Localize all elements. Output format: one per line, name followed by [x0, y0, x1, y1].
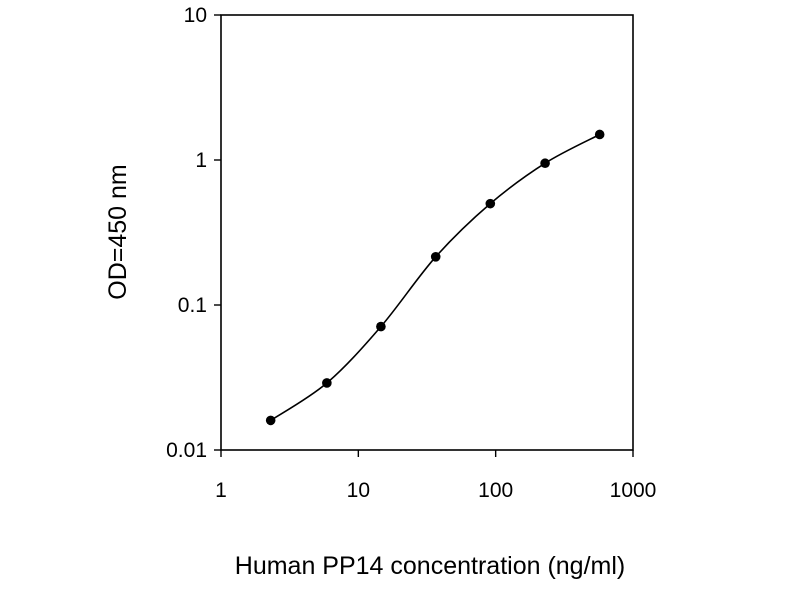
- x-axis-label: Human PP14 concentration (ng/ml): [235, 552, 625, 580]
- x-axis: 1 10 100 1000: [215, 450, 656, 502]
- series-line: [270, 133, 601, 422]
- plot-frame: [220, 14, 634, 451]
- data-point: [540, 158, 550, 169]
- data-point: [322, 378, 332, 388]
- y-tick-label: 10: [184, 4, 207, 27]
- series-points: [265, 129, 605, 426]
- x-tick-label: 1000: [610, 479, 657, 502]
- data-point: [265, 415, 276, 426]
- y-tick-label: 0.01: [166, 439, 207, 462]
- data-point: [430, 251, 441, 262]
- data-point: [594, 129, 605, 140]
- x-tick-label: 100: [478, 479, 513, 502]
- x-tick-label: 10: [347, 479, 370, 502]
- y-axis-label: OD=450 nm: [104, 164, 132, 300]
- x-tick-label: 1: [215, 479, 227, 502]
- data-point: [376, 321, 386, 332]
- y-tick-label: 1: [195, 149, 207, 172]
- y-tick-label: 0.1: [178, 294, 207, 317]
- data-point: [485, 198, 496, 209]
- y-axis: 0.01 0.1 1 10: [166, 4, 221, 462]
